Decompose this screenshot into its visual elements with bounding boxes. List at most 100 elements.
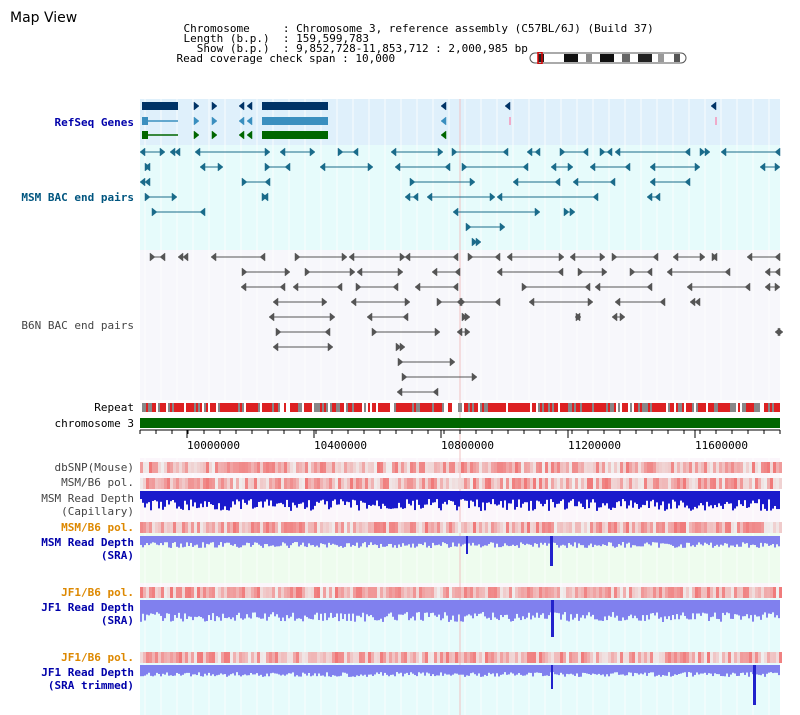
msm-pol-cell (275, 478, 278, 489)
msm-bac-label[interactable]: MSM BAC end pairs (21, 191, 134, 204)
jf1-trim-depth-bar (354, 665, 356, 677)
msm-sra-pol-cell (632, 522, 635, 533)
msm-pol-cell (533, 478, 536, 489)
repeat-segment (326, 403, 328, 412)
jf1-trim-pol-cell (368, 652, 371, 663)
msm-sra-depth-bar (596, 536, 598, 546)
msm-capillary-depth-bar (382, 491, 384, 504)
jf1-trim-pol-cell (275, 652, 278, 663)
msm-sra-pol-cell (242, 522, 245, 533)
msm-capillary-depth-bar (346, 491, 348, 502)
msm-sra-pol-cell (608, 522, 611, 533)
repeat-segment (642, 403, 644, 412)
jf1-trim-depth-bar (750, 665, 752, 673)
repeat-segment (754, 403, 756, 412)
msm-capillary-depth-bar (722, 491, 724, 509)
msm-pol-cell (539, 478, 542, 489)
dbsnp-cell (761, 462, 764, 473)
repeat-segment (430, 403, 432, 412)
msm-sra-depth-bar (236, 536, 238, 547)
msm-bac-pair-end (649, 162, 656, 172)
msm-sra-depth-bar (320, 536, 322, 544)
msm-pol-cell (305, 478, 308, 489)
msm-bac-pair-end (465, 222, 472, 232)
jf1-trim-pol-cell (485, 652, 488, 663)
jf1-sra-depth-bar (140, 600, 142, 622)
msm-sra-pol-cell (251, 522, 254, 533)
repeat-segment (628, 403, 630, 412)
msm-pol-cell (233, 478, 236, 489)
jf1-trim-depth-bar (180, 665, 182, 676)
jf1-pol-cell (425, 587, 428, 598)
jf1-trim-depth-bar (494, 665, 496, 677)
jf1-sra-depth-bar (316, 600, 318, 613)
jf1-trim-depth-bar (332, 665, 334, 676)
repeat-segment (612, 403, 614, 412)
dbsnp-cell (191, 462, 194, 473)
msm-sra-depth-bar (198, 536, 200, 548)
msm-capillary-depth-bar (316, 491, 318, 502)
msm-sra-pol-cell (335, 522, 338, 533)
chromosome-ideogram[interactable] (528, 52, 690, 64)
jf1-trim-depth-bar (178, 665, 180, 674)
jf1-sra-depth-bar (450, 600, 452, 620)
b6n-bac-pair-end (294, 252, 301, 262)
msm-bac-pair-end (774, 147, 781, 157)
repeat-segment (766, 403, 768, 412)
jf1-trim-depth-bar (224, 665, 226, 675)
msm-sra-depth-bar (698, 536, 700, 543)
dbsnp-cell (638, 462, 641, 473)
jf1-trim-pol-cell (233, 652, 236, 663)
msm-capillary-depth-bar (606, 491, 608, 504)
msm-sra-depth-bar (306, 536, 308, 548)
b6n-bac-label[interactable]: B6N BAC end pairs (21, 319, 134, 332)
msm-capillary-depth-bar (144, 491, 146, 508)
msm-sra-depth-bar (398, 536, 400, 545)
jf1-sra-depth-bar (388, 600, 390, 614)
msm-sra-pol-cell (494, 522, 497, 533)
jf1-sra-depth-bar (194, 600, 196, 617)
jf1-trim-pol-cell (356, 652, 359, 663)
msm-sra-depth-bar (732, 536, 734, 546)
repeat-segment (304, 403, 306, 412)
repeat-segment (268, 403, 270, 412)
jf1-trim-depth-bar (148, 665, 150, 673)
jf1-trim-depth-bar (616, 665, 618, 673)
msm-capillary-depth-bar (432, 491, 434, 503)
repeat-segment (252, 403, 254, 412)
jf1-trim-pol-cell (761, 652, 764, 663)
jf1-trim-pol-cell (386, 652, 389, 663)
b6n-bac-pair-end (764, 282, 771, 292)
msm-sra-pol-cell (566, 522, 569, 533)
dbsnp-cell (416, 462, 419, 473)
msm-capillary-depth-bar (256, 491, 258, 507)
msm-capillary-depth-bar (154, 491, 156, 501)
repeat-segment (514, 403, 516, 412)
jf1-pol-cell (641, 587, 644, 598)
repeat-segment (206, 403, 208, 412)
msm-capillary-depth-bar (664, 491, 666, 511)
jf1-trim-pol-cell (401, 652, 404, 663)
msm-sra-pol-cell (644, 522, 647, 533)
msm-sra-pol-cell (320, 522, 323, 533)
refseq-genes-label[interactable]: RefSeq Genes (54, 116, 134, 129)
msm-sra-pol-cell (200, 522, 203, 533)
msm-capillary-depth-bar (410, 491, 412, 506)
jf1-sra-depth-bar (434, 600, 436, 616)
msm-sra-depth-bar (588, 536, 590, 546)
msm-sra-depth-bar (322, 536, 324, 544)
msm-pol-cell (386, 478, 389, 489)
jf1-pol-cell (674, 587, 677, 598)
msm-capillary-depth-bar (660, 491, 662, 506)
repeat-segment (348, 403, 350, 412)
msm-pol-cell (665, 478, 668, 489)
jf1-sra-depth-bar (334, 600, 336, 618)
msm-capillary-depth-bar (440, 491, 442, 511)
jf1-pol-cell (527, 587, 530, 598)
repeat-segment (498, 403, 500, 412)
b6n-bac-pair-end (587, 297, 594, 307)
jf1-trim-depth-bar (140, 665, 142, 677)
jf1-trim-depth-bar (598, 665, 600, 674)
jf1-pol-cell (710, 587, 713, 598)
jf1-sra-depth-bar (230, 600, 232, 620)
